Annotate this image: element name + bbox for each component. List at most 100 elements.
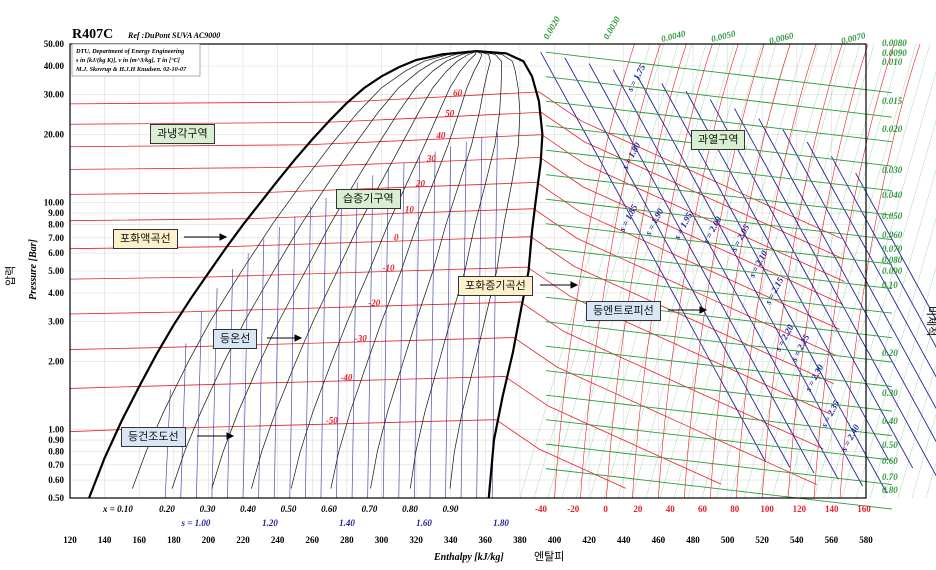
info-line-1: DTU, Department of Energy Engineering [75,48,184,55]
specific-volume-right-label: 0.050 [882,211,903,221]
isentropic-wet-line [258,239,265,499]
x-tick-label: 520 [755,535,769,545]
specific-volume-line [545,247,893,290]
y-tick-label: 6.00 [48,248,64,258]
sv-texture-line [617,43,749,499]
chart-title: R407C [72,27,113,42]
sv-texture-line [883,315,936,499]
y-axis-label: Pressure [Bar] [28,238,39,300]
bottom-temp-label: 20 [633,504,643,514]
quality-line [370,50,491,489]
quality-line [409,50,502,489]
annotation-isotherm: 등온선 [213,329,258,349]
isentropic-wet-line [336,189,343,499]
isotherm-superheat-line [684,43,765,499]
bottom-temp-label: 60 [698,504,708,514]
bottom-temp-label: 40 [666,504,676,514]
info-line-3: M.J. Skovrup & H.J.H Knudsen. 02-10-07 [75,66,187,73]
isotherm-label: -50 [326,416,338,426]
specific-volume-line [545,345,893,388]
quality-label: x = 0.10 [102,504,133,514]
isotherm-line [69,236,834,384]
sv-texture-line [603,43,735,499]
sv-texture-line [589,43,721,499]
isentropic-wet-line [429,151,436,499]
y-tick-label: 0.70 [48,460,64,470]
isentropic-line [564,57,791,468]
specific-volume-right-label: 0.020 [882,124,903,134]
specific-volume-right-label: 0.0090 [882,48,907,58]
y-tick-label: 3.00 [48,316,64,326]
isentropic-wet-line [460,141,467,499]
sv-texture-line [911,413,936,499]
isotherm-superheat-line [580,43,661,499]
bottom-temp-label: 160 [857,504,871,514]
isotherm-line [69,156,844,305]
specific-volume-right-label: 0.30 [882,388,898,398]
isentropic-line [661,83,888,494]
annotation-arrows [184,233,708,440]
x-axis-label: Enthalpy [kJ/kg] [433,552,504,563]
x-tick-label: 200 [202,535,216,545]
x-tick-label: 260 [306,535,320,545]
isotherm-label: 0 [394,233,399,243]
isentropic-wet-line [180,343,187,499]
x-tick-label: 580 [859,535,873,545]
x-tick-label: 400 [548,535,562,545]
sv-texture-line [729,43,861,499]
isotherm-superheat-line [658,43,739,499]
x-tick-label: 140 [98,535,112,545]
specific-volume-right-label: 0.090 [882,266,903,276]
annotation-isentropic: 등엔트로피선 [586,301,661,321]
sv-texture-line [743,43,875,499]
bottom-temp-label: 100 [760,504,774,514]
right-axis-label-kr: 비체적 [925,306,936,336]
x-tick-label: 420 [582,535,596,545]
isentropic-wet-line [242,253,249,499]
y-tick-label: 4.00 [48,288,64,298]
specific-volume-line [545,468,893,510]
entropy-label: s = 1.85 [616,202,639,234]
entropy-bottom-label: s = 1.00 [181,518,211,528]
isotherm-line [69,419,626,489]
isotherm-superheat-line [761,43,843,499]
quality-label: 0.60 [321,504,337,514]
entropy-label: s = 1.80 [619,140,642,172]
specific-volume-line [545,174,893,216]
sv-texture-line [771,43,903,499]
bottom-temp-label: 0 [603,504,608,514]
x-axis-label-kr: 엔탈피 [534,550,564,563]
isentropic-wet-line [304,206,311,499]
isentropic-wet-line [445,146,452,499]
specific-volume-line [545,370,893,412]
isentropic-line [588,63,815,474]
specific-volume-right-label: 0.040 [882,190,903,200]
sv-texture-line [813,71,936,499]
y-tick-label: 10.00 [44,198,65,208]
y-axis-label-kr: 압력 [4,266,17,286]
isotherm-superheat-line [839,43,921,499]
quality-line [132,50,477,489]
specific-volume-line [545,76,893,118]
y-tick-label: 0.50 [48,493,64,503]
specific-volume-top-label: 0.0050 [710,28,737,44]
x-tick-label: 340 [444,535,458,545]
isotherm-label: 60 [453,88,463,98]
specific-volume-line [545,198,893,241]
isotherm-label: 50 [445,108,455,118]
isentropic-line [758,118,936,443]
isentropic-wet-line [273,227,280,499]
quality-label: 0.80 [402,504,418,514]
x-tick-label: 440 [617,535,631,545]
isotherm-label: -20 [368,298,380,308]
isentropic-line [540,52,767,463]
x-tick-label: 280 [340,535,354,545]
saturation-curve [88,50,544,499]
quality-line [330,50,483,489]
specific-volume-top-label: 0.0040 [660,28,687,44]
isotherm-label: -30 [355,334,367,344]
x-tick-label: 460 [652,535,666,545]
isentropic-line [830,156,936,348]
x-tick-label: 560 [825,535,839,545]
